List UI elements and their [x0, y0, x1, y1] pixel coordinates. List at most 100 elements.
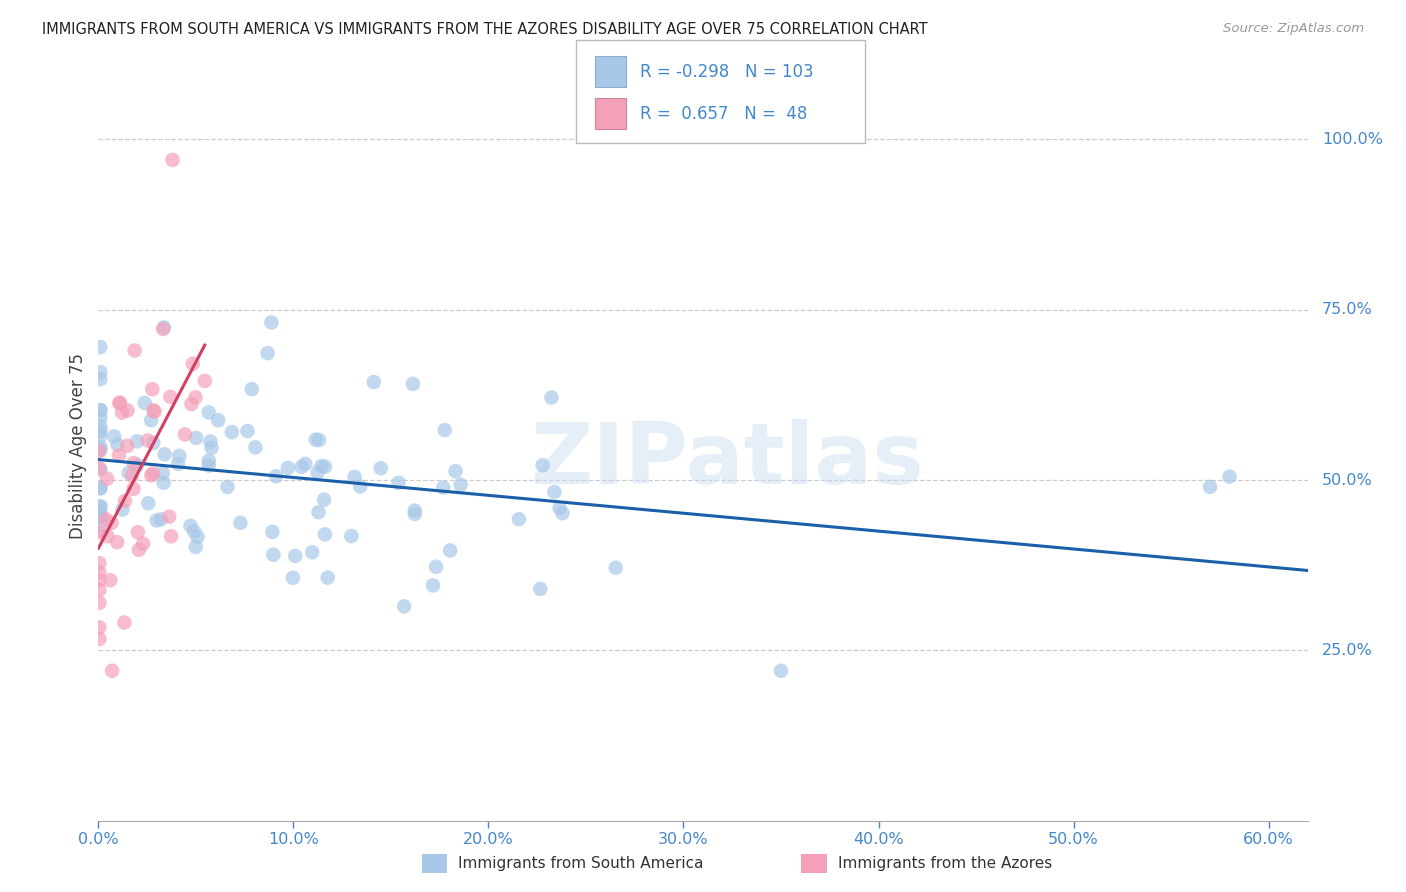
Text: R =  0.657   N =  48: R = 0.657 N = 48	[640, 104, 807, 123]
Point	[169, 449, 191, 463]
Point	[291, 459, 314, 474]
Point	[153, 447, 176, 461]
Point	[101, 664, 124, 678]
Point	[89, 440, 111, 454]
Point	[245, 440, 267, 454]
Point	[142, 436, 165, 450]
Text: ZIPatlas: ZIPatlas	[530, 419, 924, 502]
Point	[141, 468, 163, 483]
Point	[439, 543, 461, 558]
Point	[128, 542, 150, 557]
Point	[117, 466, 139, 480]
Point	[769, 664, 792, 678]
Point	[450, 477, 472, 491]
Point	[89, 442, 111, 457]
Point	[217, 480, 239, 494]
Point	[221, 425, 243, 440]
Point	[89, 462, 111, 476]
Point	[605, 560, 627, 574]
Text: 100.0%: 100.0%	[1322, 132, 1384, 147]
Point	[294, 457, 316, 471]
Point	[122, 482, 145, 496]
Point	[108, 395, 131, 409]
Point	[529, 582, 551, 596]
Point	[307, 466, 329, 480]
Point	[314, 527, 336, 541]
Point	[181, 357, 204, 371]
Point	[370, 461, 392, 475]
Point	[152, 466, 174, 480]
Point	[256, 346, 278, 360]
Point	[229, 516, 252, 530]
Point	[98, 573, 121, 587]
Point	[264, 469, 287, 483]
Point	[89, 424, 111, 438]
Point	[387, 475, 409, 490]
Point	[132, 537, 155, 551]
Point	[89, 410, 111, 425]
Point	[284, 549, 307, 563]
Point	[89, 574, 111, 588]
Text: Immigrants from South America: Immigrants from South America	[458, 856, 704, 871]
Point	[311, 458, 333, 473]
Point	[89, 419, 111, 434]
Point	[100, 516, 122, 530]
Point	[112, 615, 135, 630]
Point	[1219, 469, 1241, 483]
Point	[108, 396, 131, 410]
Point	[103, 429, 125, 443]
Point	[136, 496, 159, 510]
Text: Immigrants from the Azores: Immigrants from the Azores	[838, 856, 1052, 871]
Point	[89, 482, 111, 496]
Text: R = -0.298   N = 103: R = -0.298 N = 103	[640, 62, 813, 81]
Point	[143, 404, 166, 418]
Text: 50.0%: 50.0%	[1322, 473, 1372, 488]
Point	[89, 596, 111, 610]
Point	[89, 566, 111, 580]
Point	[96, 529, 118, 543]
Point	[173, 427, 195, 442]
Point	[111, 502, 134, 516]
Point	[89, 461, 111, 475]
Point	[142, 403, 165, 417]
Point	[404, 503, 426, 517]
Point	[184, 390, 207, 404]
Point	[107, 438, 129, 452]
Point	[152, 322, 174, 336]
Point	[134, 396, 156, 410]
Point	[404, 507, 426, 521]
Text: Source: ZipAtlas.com: Source: ZipAtlas.com	[1223, 22, 1364, 36]
Point	[89, 505, 111, 519]
Point	[89, 524, 111, 538]
Point	[127, 525, 149, 540]
Point	[349, 479, 371, 493]
Point	[115, 439, 138, 453]
Point	[96, 472, 118, 486]
Point	[194, 374, 217, 388]
Point	[121, 468, 143, 483]
Point	[127, 434, 149, 449]
Point	[1199, 480, 1222, 494]
Point	[162, 153, 184, 167]
Point	[240, 382, 263, 396]
Point	[260, 316, 283, 330]
Point	[157, 509, 180, 524]
Point	[111, 406, 134, 420]
Point	[305, 433, 328, 447]
Point	[343, 470, 366, 484]
Point	[197, 405, 219, 419]
Point	[117, 403, 139, 417]
Point	[89, 403, 111, 417]
Point	[551, 506, 574, 520]
Point	[402, 376, 425, 391]
Point	[187, 530, 209, 544]
Point	[136, 434, 159, 448]
Point	[142, 467, 165, 481]
Point	[89, 632, 111, 646]
Point	[301, 545, 323, 559]
Point	[139, 413, 162, 427]
Point	[531, 458, 554, 473]
Point	[94, 512, 117, 526]
Point	[236, 424, 259, 438]
Point	[180, 518, 202, 533]
